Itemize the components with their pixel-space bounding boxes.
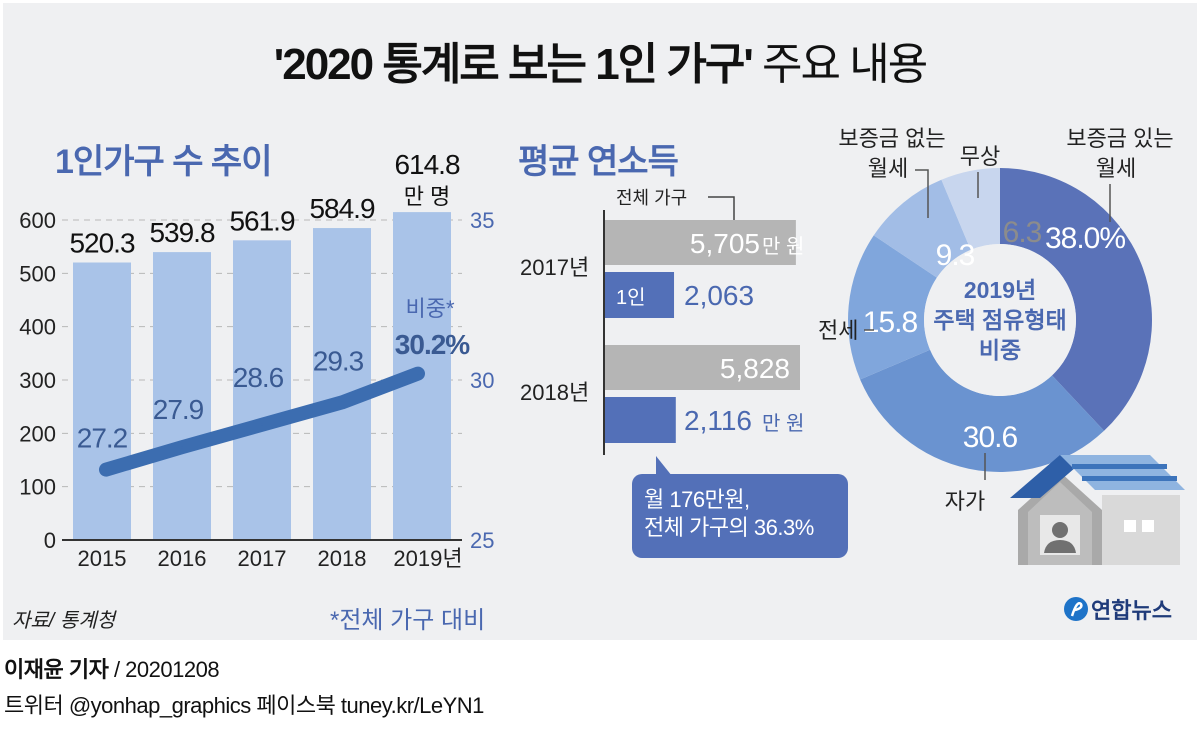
donut-slice <box>941 168 1000 250</box>
bar-2017 <box>233 240 291 540</box>
y-tick-label: 400 <box>19 315 56 340</box>
slice-value-label: 38.0% <box>1045 222 1125 255</box>
single-value-label: 2,063 <box>684 280 754 311</box>
slice-category-label: 월세 <box>1096 156 1136 181</box>
slice-category-label: 무상 <box>960 144 1000 169</box>
slice-category-label: 보증금 없는 <box>838 126 945 151</box>
leader-line <box>915 169 929 218</box>
y-tick-label: 600 <box>19 208 56 233</box>
single-series-label: 1인 <box>616 286 646 309</box>
x-tick-label: 2018 <box>318 546 367 571</box>
callout-line-1: 월 176만원, <box>644 487 750 512</box>
donut-center-title: 2019년 <box>964 277 1036 303</box>
callout-tail <box>656 456 672 476</box>
y-tick-label: 300 <box>19 368 56 393</box>
donut-center-title: 주택 점유형태 <box>933 307 1066 333</box>
y2-tick-label: 25 <box>470 528 494 553</box>
yonhap-logo: 연합뉴스 <box>1063 593 1172 625</box>
bar-total-2017년 <box>605 220 796 265</box>
category-label: 2018년 <box>520 380 589 405</box>
total-value-label: 5,828 <box>720 353 790 384</box>
slice-value-label: 15.8 <box>863 306 918 339</box>
donut-slice <box>860 349 1105 472</box>
slice-value-label: 9.3 <box>936 239 975 272</box>
byline: 이재윤 기자 / 20201208 <box>4 652 220 684</box>
share-point <box>105 468 107 471</box>
title-light: 주요 내용 <box>762 40 928 89</box>
slice-category-label: 자가 <box>945 489 985 514</box>
y2-tick-label: 35 <box>470 208 494 233</box>
source-label: 자료/ 통계청 <box>12 610 116 632</box>
donut-slice <box>1000 168 1152 431</box>
legend-total-label: 전체 가구 <box>616 188 687 208</box>
donut-slice <box>873 179 971 278</box>
bar-value-label: 584.9 <box>309 193 374 224</box>
y-tick-label: 0 <box>44 528 56 553</box>
donut-center-title: 비중 <box>979 337 1021 363</box>
category-label: 2017년 <box>520 255 589 280</box>
bar-single-2017년 <box>605 272 675 318</box>
bar-2018 <box>313 228 371 540</box>
logo-text: 연합뉴스 <box>1091 598 1172 623</box>
logo-emblem-icon <box>1064 597 1088 621</box>
author: 이재윤 기자 <box>4 657 109 682</box>
single-value-label: 2,116 <box>684 405 752 436</box>
slice-category-label: 전세 <box>818 318 858 343</box>
total-unit-label: 만 원 <box>762 235 804 258</box>
income-callout: 월 176만원, 전체 가구의 36.3% <box>632 474 848 558</box>
share-point <box>181 446 183 449</box>
x-tick-label: 2019년 <box>393 546 462 571</box>
share-point <box>417 372 419 375</box>
share-point <box>341 401 343 404</box>
callout-line-2: 전체 가구의 36.3% <box>644 515 814 540</box>
slice-category-label: 보증금 있는 <box>1066 126 1173 151</box>
share-value-label: 28.6 <box>233 362 284 393</box>
share-value-label: 27.2 <box>77 423 128 454</box>
bar-value-label: 614.8 <box>394 149 459 180</box>
total-value-label: 5,705 <box>690 228 760 259</box>
x-tick-label: 2017 <box>238 546 287 571</box>
y-tick-label: 500 <box>19 261 56 286</box>
donut-hole <box>924 244 1076 396</box>
single-unit-label: 만 원 <box>762 412 804 435</box>
bar-2015 <box>73 262 131 540</box>
household-trend-title: 1인가구 수 추이 <box>55 143 272 181</box>
income-title: 평균 연소득 <box>518 143 679 181</box>
bar-2016 <box>153 252 211 540</box>
slice-value-label: 6.3 <box>1003 216 1042 249</box>
share-series-name: 비중* <box>405 296 454 321</box>
bar-single-2018년 <box>605 397 676 443</box>
title-bold: '2020 통계로 보는 1인 가구' <box>273 40 754 89</box>
bar-value-label: 539.8 <box>149 217 214 248</box>
y-tick-label: 200 <box>19 421 56 446</box>
footnote: *전체 가구 대비 <box>330 607 486 634</box>
y2-tick-label: 30 <box>470 368 494 393</box>
unit-label: 만 명 <box>404 184 451 209</box>
social-links: 트위터 @yonhap_graphics 페이스북 tuney.kr/LeYN1 <box>4 693 484 718</box>
y-tick-label: 100 <box>19 475 56 500</box>
bar-value-label: 561.9 <box>229 205 294 236</box>
page-title: '2020 통계로 보는 1인 가구' 주요 내용 <box>0 28 1200 92</box>
house-icon <box>1010 455 1185 565</box>
slice-value-label: 30.6 <box>963 421 1018 454</box>
date: / 20201208 <box>113 657 220 682</box>
bar-value-label: 520.3 <box>69 228 134 259</box>
household-chart: 520.3 539.8 561.9 584.9 614.8 만 명 27.2 27.9 28.6… <box>19 149 494 571</box>
share-point <box>261 423 263 426</box>
x-tick-label: 2015 <box>78 546 127 571</box>
share-value-label: 30.2% <box>395 329 470 360</box>
share-value-label: 27.9 <box>153 394 204 425</box>
donut-slice <box>848 235 937 380</box>
x-tick-label: 2016 <box>158 546 207 571</box>
legend-leader-line <box>708 196 735 220</box>
bar-total-2018년 <box>605 345 800 390</box>
share-value-label: 29.3 <box>313 345 364 376</box>
slice-category-label: 월세 <box>868 156 908 181</box>
